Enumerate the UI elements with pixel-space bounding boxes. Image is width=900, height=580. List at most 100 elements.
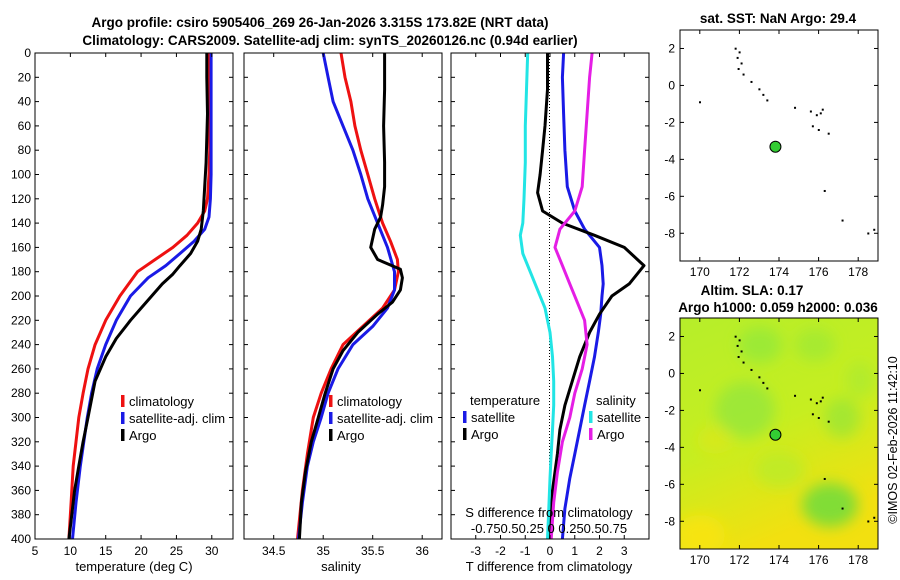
depth-tick-label: 360: [11, 483, 31, 497]
island-marker: [737, 68, 740, 71]
legend-s-satellite-swatch: [589, 411, 593, 423]
difference-xtick-label: 2: [596, 544, 603, 558]
difference-series-2-line: [518, 53, 556, 539]
sst-map-xtick-label: 176: [809, 265, 829, 279]
sla-map-xtick-label: 176: [809, 553, 829, 567]
depth-tick-label: 400: [11, 532, 31, 546]
island-marker: [736, 56, 739, 59]
island-marker: [762, 93, 765, 96]
difference-panel: -3 -2 -1 0 1 2 3 T difference from climatology…: [450, 52, 650, 574]
sst-map-ytick-label: -2: [664, 115, 675, 129]
argo-position-marker: [769, 428, 782, 441]
temperature-panel: 5 10 15 20 25 3002040608010012014016018020022…: [11, 46, 234, 574]
sla-map-frame: [679, 317, 879, 550]
sla-map-ytick-label: 0: [668, 366, 675, 380]
island-marker: [762, 381, 765, 384]
salinity-legend-1-swatch: [329, 412, 333, 424]
depth-tick-label: 340: [11, 459, 31, 473]
island-marker: [817, 128, 820, 131]
temperature-xtick-label: 30: [205, 544, 219, 558]
island-marker: [766, 99, 769, 102]
island-marker: [794, 106, 797, 109]
sla-map-ytick-label: 2: [668, 329, 675, 343]
island-marker: [734, 47, 737, 50]
sst-map-ytick-label: -8: [664, 226, 675, 240]
salinity-legend-0-swatch: [329, 395, 333, 407]
sla-map-ytick-label: -4: [664, 440, 675, 454]
depth-tick-label: 40: [18, 95, 32, 109]
salinity-xtick-label: 35: [317, 544, 331, 558]
sla-map-xtick-label: 172: [729, 553, 749, 567]
island-marker: [738, 51, 741, 54]
legend-t-satellite-swatch: [463, 411, 467, 423]
island-marker: [699, 389, 701, 392]
legend-t-satellite-label: satellite: [471, 410, 515, 425]
temperature-legend-2-label: Argo: [129, 428, 156, 443]
depth-tick-label: 140: [11, 216, 31, 230]
sst-map-xtick-label: 172: [729, 265, 749, 279]
sla-map-xtick-label: 178: [848, 553, 868, 567]
island-marker: [867, 520, 870, 523]
salinity-panel: 34.5 35 35.5 36 salinity climatology satelli…: [243, 52, 443, 574]
legend-t-argo-swatch: [463, 428, 467, 440]
depth-tick-label: 0: [24, 46, 31, 60]
sla-map-ytick-label: -8: [664, 514, 675, 528]
island-marker: [873, 228, 876, 231]
island-marker: [841, 507, 844, 510]
depth-tick-label: 240: [11, 338, 31, 352]
salinity-series-0-line: [296, 53, 400, 539]
sst-map-title: sat. SST: NaN Argo: 29.4: [700, 11, 857, 26]
temperature-xtick-label: 10: [64, 544, 78, 558]
sla-map-panel: Altim. SLA: 0.17 Argo h1000: 0.059 h2000…: [664, 283, 879, 567]
depth-tick-label: 100: [11, 168, 31, 182]
salinity-series-1-line: [296, 53, 396, 539]
island-marker: [873, 516, 876, 519]
temperature-legend-0-label: climatology: [129, 394, 195, 409]
island-marker: [821, 108, 824, 111]
island-marker: [794, 394, 797, 397]
legend-s-argo-swatch: [589, 428, 593, 440]
island-marker: [827, 420, 830, 423]
island-marker: [740, 350, 743, 353]
temperature-legend-1-swatch: [121, 412, 125, 424]
legend-temperature-title: temperature: [470, 393, 540, 408]
sst-map-ytick-label: 2: [668, 41, 675, 55]
temperature-xtick-label: 15: [99, 544, 113, 558]
depth-tick-label: 160: [11, 240, 31, 254]
salinity-xtick-label: 34.5: [262, 544, 286, 558]
island-marker: [821, 396, 824, 399]
temperature-legend-0-swatch: [121, 395, 125, 407]
depth-tick-label: 380: [11, 508, 31, 522]
island-marker: [841, 219, 844, 222]
sst-map-panel: sat. SST: NaN Argo: 29.4 170 172 174 176 178…: [664, 11, 879, 279]
island-marker: [758, 376, 761, 379]
temperature-xtick-label: 25: [170, 544, 184, 558]
sst-map-xtick-label: 174: [769, 265, 789, 279]
island-marker: [758, 88, 761, 91]
difference-xtick-label: -1: [520, 544, 531, 558]
salinity-legend-2-label: Argo: [337, 428, 364, 443]
island-marker: [823, 477, 826, 480]
argo-position-marker: [769, 140, 782, 153]
sst-map-ytick-label: -6: [664, 189, 675, 203]
depth-tick-label: 260: [11, 362, 31, 376]
island-marker: [742, 73, 745, 76]
s-difference-ticklabels: -0.750.50.25 0 0.250.50.75: [471, 521, 627, 536]
temperature-xtick-label: 20: [134, 544, 148, 558]
difference-series-0-line: [560, 53, 605, 539]
depth-tick-label: 220: [11, 313, 31, 327]
salinity-xlabel: salinity: [321, 559, 361, 574]
depth-tick-label: 320: [11, 435, 31, 449]
island-marker: [815, 402, 818, 405]
island-marker: [809, 398, 812, 401]
sla-title-line-2: Argo h1000: 0.059 h2000: 0.036: [678, 300, 878, 315]
depth-tick-label: 120: [11, 192, 31, 206]
difference-xtick-label: -2: [495, 544, 506, 558]
temperature-xlabel: temperature (deg C): [75, 559, 192, 574]
imos-watermark: ©IMOS 02-Feb-2026 11:42:10: [886, 356, 900, 523]
legend-s-satellite-label: satellite: [597, 410, 641, 425]
salinity-series-2-line: [297, 53, 404, 539]
legend-salinity-title: salinity: [596, 393, 636, 408]
temperature-legend-2-swatch: [121, 429, 125, 441]
depth-tick-label: 80: [18, 143, 32, 157]
